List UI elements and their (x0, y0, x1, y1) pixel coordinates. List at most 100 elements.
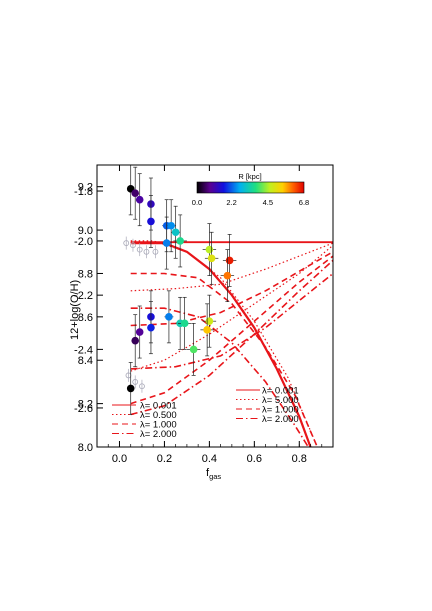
comparison-point (132, 375, 139, 389)
point-marker (207, 254, 216, 263)
y-tick-label: 8.0 (78, 442, 93, 454)
legend-label: λ= 1.000 (262, 405, 299, 416)
model-curve-dashed (130, 272, 319, 447)
legend-label: λ= 0.500 (140, 410, 177, 421)
data-point (204, 231, 219, 285)
point-marker (205, 317, 214, 325)
x-tick-label: 0.2 (157, 453, 172, 465)
x-axis: 0.0 0.2 0.4 0.6 0.8 (107, 165, 323, 465)
y-overlay-tick-label: -2.2 (74, 290, 93, 302)
comparison-point (152, 245, 159, 259)
model-curve-solid (130, 242, 312, 447)
point-marker (205, 245, 214, 254)
point-marker (189, 345, 198, 354)
legend-label: λ= 1.000 (140, 420, 177, 431)
data-points (126, 165, 237, 415)
y-tick-label: 9.0 (78, 225, 93, 237)
data-point (135, 305, 144, 359)
legend-label: λ= 0.001 (140, 401, 177, 412)
y-axis-label: 12+log(O/H) (69, 280, 81, 340)
x-tick-label: 0.8 (292, 453, 307, 465)
point-marker (223, 271, 232, 280)
colorbar-tick-label: 2.2 (226, 198, 236, 207)
y-axis-overlay: -1.8 -2.0 -2.2 -2.4 -2.6 (74, 186, 103, 415)
model-curve-dashed (130, 255, 333, 405)
point-marker (225, 256, 234, 265)
comparison-point (139, 379, 145, 393)
point-marker (126, 384, 135, 393)
comparison-point (123, 236, 130, 250)
y-axis: 8.0 8.2 8.4 8.6 8.8 9.0 9.2 (78, 182, 103, 454)
legend-label: λ= 2.000 (262, 414, 299, 425)
data-point (202, 294, 217, 348)
model-curve-dashdot (130, 272, 333, 370)
y-overlay-tick-label: -2.6 (74, 403, 93, 415)
colorbar-tick-label: 0.0 (192, 198, 202, 207)
legend-label: λ= 2.000 (140, 429, 177, 440)
comparison-point (130, 238, 136, 252)
data-point (220, 249, 235, 303)
legend-label: λ= 5.000 (262, 395, 299, 406)
point-marker (135, 328, 144, 336)
point-marker (131, 189, 140, 197)
model-curves (130, 240, 333, 447)
data-point (202, 223, 217, 276)
data-point (186, 323, 201, 376)
x-tick-label: 0.0 (112, 453, 127, 465)
y-overlay-tick-label: -2.0 (74, 236, 93, 248)
y-tick-label: 8.4 (78, 355, 93, 367)
y-tick-label: 9.2 (78, 182, 93, 194)
point-marker (131, 336, 140, 345)
data-point (173, 214, 187, 268)
data-point (200, 303, 214, 357)
colorbar-gradient (196, 181, 305, 194)
point-marker (171, 228, 180, 237)
model-curve-dashdot (130, 307, 309, 447)
legend-label: λ= 0.001 (262, 386, 299, 397)
comparison-point (136, 243, 143, 257)
y-tick-label: 8.6 (78, 312, 93, 324)
x-axis-label: fgas (206, 467, 221, 481)
data-point (147, 195, 155, 248)
point-marker (162, 239, 171, 247)
comparison-point (125, 368, 132, 382)
data-point (126, 165, 135, 216)
point-marker (176, 237, 184, 245)
data-point (126, 362, 135, 415)
comparison-point (143, 245, 150, 259)
point-marker (147, 323, 155, 332)
point-marker (165, 313, 173, 321)
point-marker (180, 319, 189, 328)
model-curve-dashed (130, 251, 333, 327)
y-overlay-tick-label: -1.8 (74, 186, 93, 198)
model-curve-dashdot (130, 259, 333, 416)
data-point (135, 173, 144, 227)
point-marker (167, 221, 175, 230)
colorbar-tick-label: 4.5 (263, 198, 273, 207)
x-tick-label: 0.6 (247, 453, 262, 465)
model-curve-dotted (130, 242, 333, 292)
y-tick-label: 8.2 (78, 399, 93, 411)
colorbar-tick-label: 6.8 (299, 198, 309, 207)
model-curve-dotted (130, 240, 318, 447)
point-marker (147, 217, 155, 226)
data-point (131, 166, 140, 220)
data-point (147, 301, 155, 355)
point-marker (135, 195, 144, 204)
colorbar-title: R [kpc] (238, 172, 261, 181)
y-tick-label: 8.8 (78, 268, 93, 280)
plot-frame (96, 164, 334, 448)
data-point (164, 290, 174, 344)
data-point (131, 314, 140, 368)
point-marker (203, 326, 211, 334)
colorbar: R [kpc] 0.0 2.2 4.5 6.8 (192, 172, 309, 207)
data-point (171, 205, 181, 259)
data-point (162, 216, 172, 270)
x-tick-label: 0.4 (202, 453, 217, 465)
data-point (177, 296, 192, 350)
y-overlay-tick-label: -2.4 (74, 344, 93, 356)
comparison-points (123, 236, 159, 393)
